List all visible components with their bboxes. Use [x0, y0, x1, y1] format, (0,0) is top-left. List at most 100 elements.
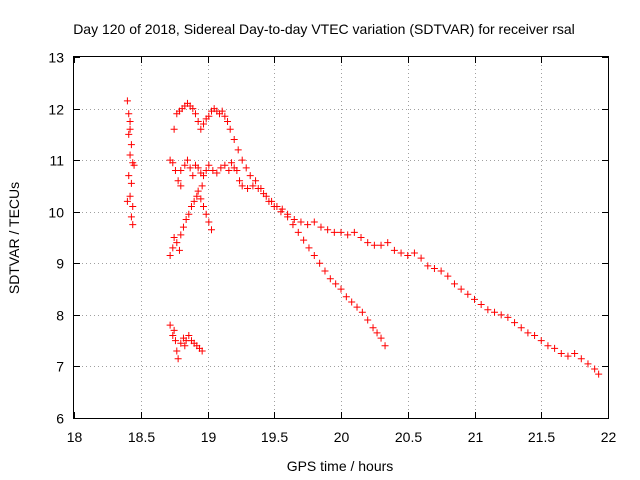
- data-point: [344, 231, 352, 239]
- x-tick-label: 21: [468, 429, 484, 445]
- data-point: [127, 141, 135, 149]
- data-point: [491, 308, 499, 316]
- data-point: [185, 210, 193, 218]
- data-point: [337, 285, 345, 293]
- data-point: [169, 331, 177, 339]
- x-tick-label: 20: [334, 429, 350, 445]
- data-point: [511, 319, 519, 327]
- data-point: [182, 215, 190, 223]
- y-tick-label: 10: [48, 205, 64, 221]
- data-point: [246, 172, 254, 180]
- data-point: [205, 112, 213, 120]
- data-point: [310, 218, 318, 226]
- data-point: [342, 293, 350, 301]
- data-point: [537, 337, 545, 345]
- data-point: [224, 117, 232, 125]
- data-point: [194, 117, 202, 125]
- data-point: [225, 166, 233, 174]
- y-tick-label: 8: [56, 308, 64, 324]
- x-tick-label: 20.5: [395, 429, 422, 445]
- data-point: [221, 112, 229, 120]
- data-point: [194, 164, 202, 172]
- data-point: [202, 210, 210, 218]
- data-point: [450, 280, 458, 288]
- y-tick-label: 6: [56, 411, 64, 427]
- data-point: [464, 290, 472, 298]
- tick-labels: 18 18.5 19 19.5 20 20.5 21 21.5 22 6 7 8 9 10 11 12 13: [48, 50, 616, 446]
- data-point: [357, 234, 365, 241]
- data-point: [221, 161, 229, 169]
- data-point: [564, 352, 572, 360]
- data-point: [174, 177, 182, 185]
- data-point: [230, 136, 238, 144]
- data-point: [179, 223, 187, 231]
- data-point: [175, 246, 183, 254]
- x-tick-label: 19.5: [261, 429, 288, 445]
- data-point: [177, 339, 185, 347]
- data-point: [186, 164, 194, 172]
- data-point: [190, 197, 198, 205]
- data-point: [305, 244, 313, 252]
- data-point: [205, 218, 213, 226]
- data-point: [524, 329, 532, 337]
- data-point: [284, 213, 292, 221]
- data-point: [504, 313, 512, 321]
- data-point: [410, 249, 418, 257]
- data-point: [171, 337, 179, 345]
- data-point: [591, 365, 599, 373]
- data-point: [348, 298, 356, 306]
- data-point: [242, 164, 250, 172]
- data-point: [373, 329, 381, 337]
- data-point: [127, 179, 135, 187]
- data-point: [557, 350, 565, 358]
- data-point: [197, 125, 205, 133]
- y-tick-label: 11: [49, 153, 64, 169]
- data-point: [457, 285, 465, 293]
- data-point: [123, 197, 131, 205]
- data-point: [551, 344, 559, 352]
- data-point: [294, 228, 302, 236]
- data-point: [166, 321, 174, 329]
- data-point: [484, 306, 492, 314]
- chart-title: Day 120 of 2018, Sidereal Day-to-day VTE…: [73, 21, 575, 37]
- data-point: [181, 161, 189, 169]
- data-point: [390, 246, 398, 254]
- data-point: [238, 182, 246, 190]
- data-point: [364, 316, 372, 324]
- data-point: [377, 334, 385, 342]
- data-point: [191, 110, 199, 118]
- y-tick-label: 12: [48, 102, 64, 118]
- data-point: [577, 355, 585, 363]
- data-point: [244, 185, 252, 193]
- data-point: [174, 355, 182, 363]
- y-tick-label: 7: [56, 359, 64, 375]
- data-point: [181, 342, 189, 350]
- data-point: [198, 182, 206, 190]
- data-point: [424, 262, 432, 270]
- data-point: [169, 159, 177, 167]
- data-point: [197, 195, 205, 203]
- data-point: [358, 308, 366, 316]
- data-point: [369, 324, 377, 332]
- data-point: [397, 249, 405, 257]
- data-point: [273, 203, 281, 211]
- data-point: [531, 331, 539, 339]
- data-point: [257, 185, 265, 193]
- data-point: [471, 295, 478, 303]
- data-point: [304, 221, 312, 229]
- data-point: [321, 267, 329, 275]
- data-point: [185, 331, 193, 339]
- data-point: [205, 161, 213, 169]
- x-tick-label: 22: [601, 429, 617, 445]
- data-point: [169, 244, 177, 252]
- data-point: [300, 236, 308, 244]
- data-point: [584, 360, 592, 368]
- data-point: [517, 324, 525, 332]
- x-axis-label: GPS time / hours: [287, 458, 394, 474]
- data-point: [252, 177, 260, 185]
- data-point: [208, 226, 216, 234]
- data-point: [249, 182, 257, 190]
- data-point: [444, 272, 452, 280]
- data-point: [199, 172, 207, 180]
